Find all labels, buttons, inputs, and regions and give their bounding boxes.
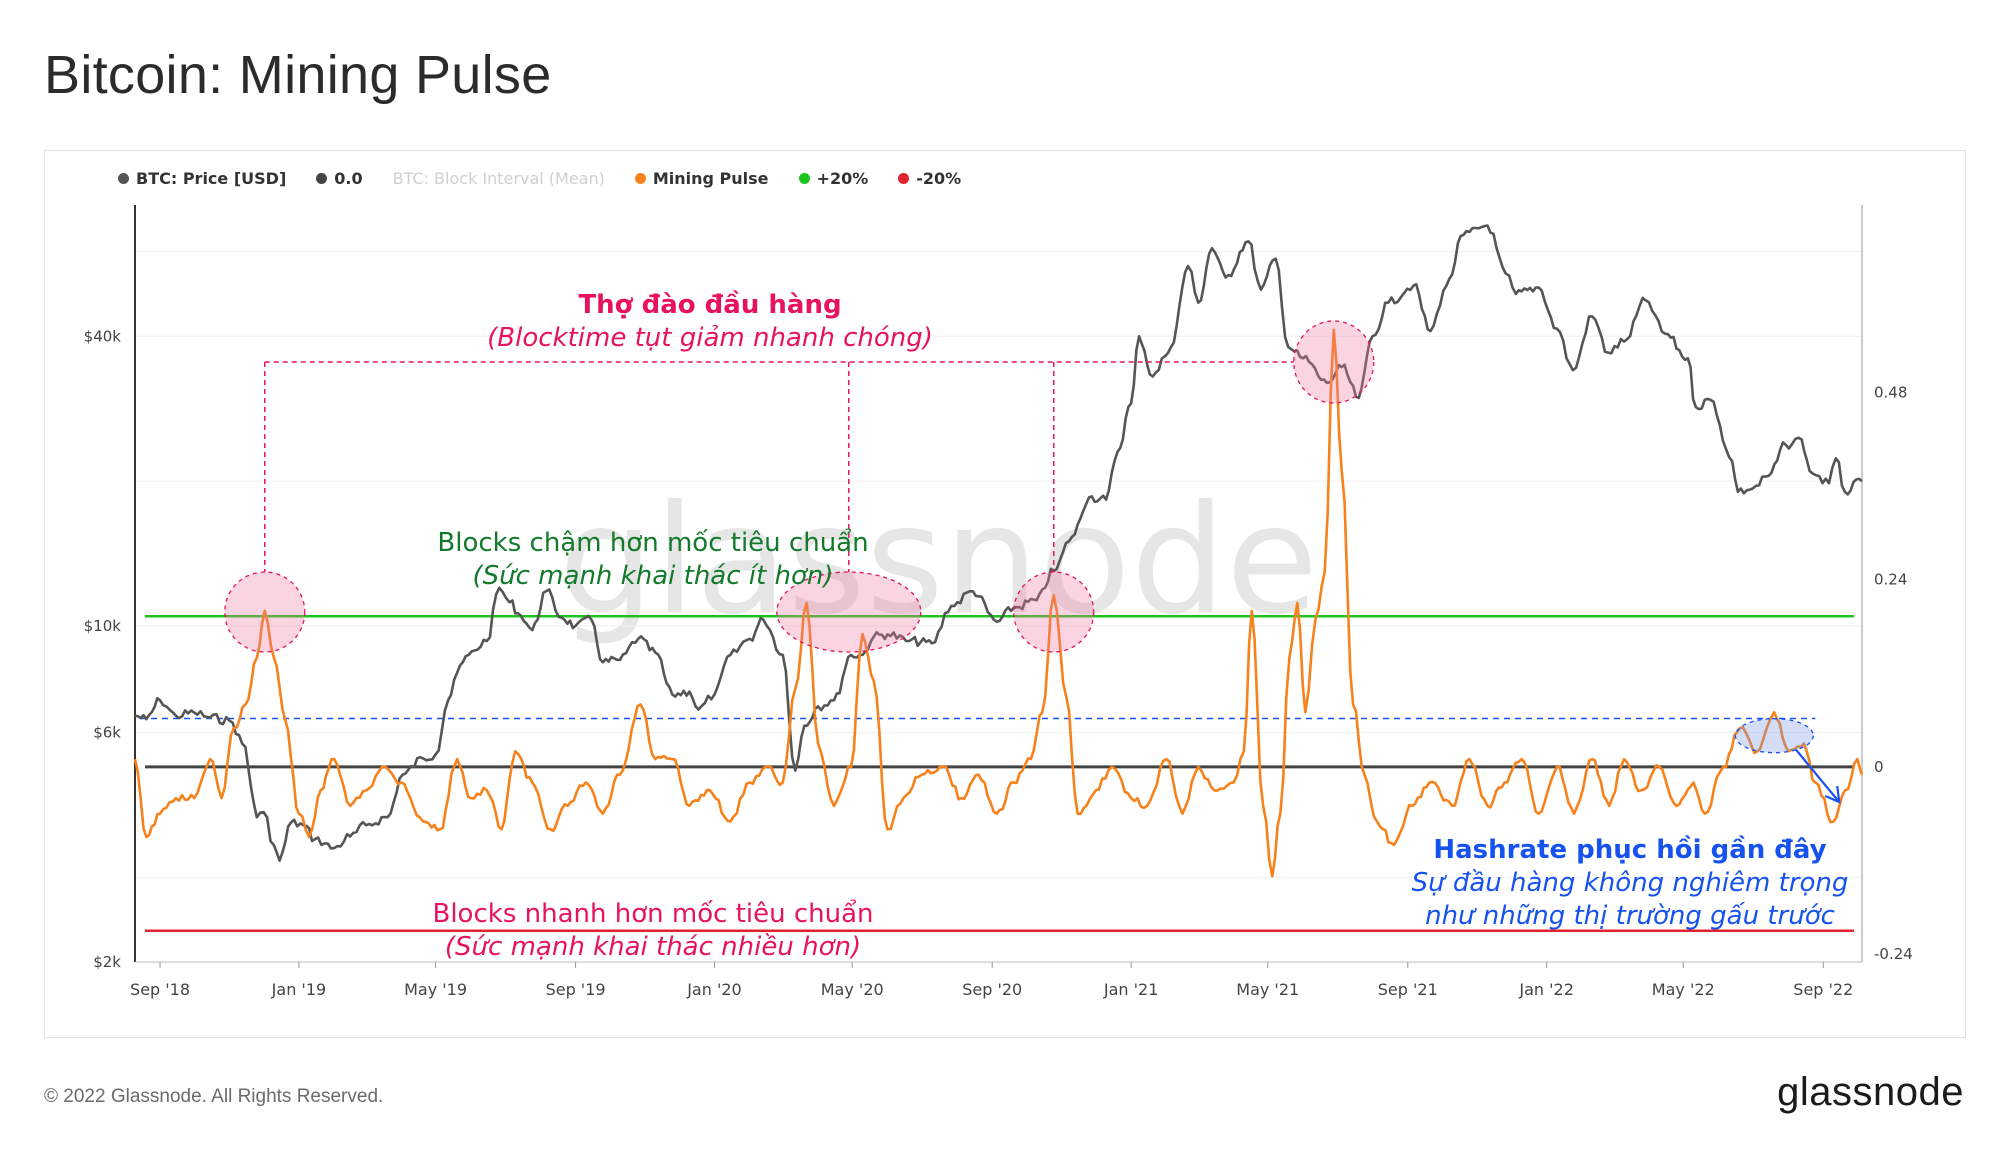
capitulation-circle-3 <box>1013 571 1095 653</box>
legend-label-zero: 0.0 <box>334 168 363 188</box>
capitulation-circle-2 <box>776 571 922 653</box>
legend-item-price[interactable]: BTC: Price [USD] <box>118 169 286 188</box>
annotation-fast-subtitle: (Sức mạnh khai thác nhiều hơn) <box>445 932 861 962</box>
annotation-recovery-subtitle-2: như những thị trường gấu trước <box>1425 901 1835 931</box>
legend-item-plus20[interactable]: +20% <box>798 168 869 188</box>
x-tick-label: Sep '19 <box>546 980 606 999</box>
annotation-recovery-subtitle-1: Sự đầu hàng không nghiêm trọng <box>1412 868 1849 898</box>
legend-label-plus20: +20% <box>816 168 869 188</box>
x-tick-label: May '22 <box>1652 980 1715 999</box>
annotation-capitulation-title: Thợ đào đầu hàng <box>578 289 841 320</box>
legend-dot-mining-pulse <box>634 172 646 184</box>
watermark: glassnode <box>559 474 1318 648</box>
annotation-capitulation-subtitle: (Blocktime tụt giảm nhanh chóng) <box>487 323 933 353</box>
legend-item-block-interval[interactable]: BTC: Block Interval (Mean) <box>393 169 605 188</box>
y-left-tick-label: $6k <box>93 724 121 742</box>
x-tick-label: Sep '22 <box>1793 980 1853 999</box>
page-title: Bitcoin: Mining Pulse <box>44 45 552 105</box>
legend-label-minus20: -20% <box>916 168 962 188</box>
x-tick-label: May '21 <box>1236 980 1299 999</box>
x-tick-label: Jan '22 <box>1518 980 1574 999</box>
y-left-tick-label: $40k <box>84 327 122 345</box>
legend-item-minus20[interactable]: -20% <box>898 169 961 188</box>
y-right-tick-label: 0 <box>1874 758 1884 776</box>
recovery-ellipse <box>1734 718 1814 754</box>
x-tick-label: May '20 <box>821 980 884 999</box>
x-tick-label: Sep '20 <box>962 980 1022 999</box>
footer-copyright: © 2022 Glassnode. All Rights Reserved. <box>44 1086 384 1107</box>
series-price-line <box>134 224 1863 862</box>
y-right-tick-label: 0.48 <box>1874 383 1907 401</box>
y-right-tick-label: -0.24 <box>1874 945 1913 963</box>
annotation-slow-title: Blocks chậm hơn mốc tiêu chuẩn <box>437 527 868 558</box>
legend-dot-price <box>118 172 129 184</box>
legend-dot-minus20 <box>898 172 910 184</box>
legend-label-block-interval: BTC: Block Interval (Mean) <box>392 168 605 188</box>
legend-dot-zero <box>316 172 328 184</box>
recovery-arrow-line <box>1795 749 1841 803</box>
capitulation-circle-1 <box>224 571 306 653</box>
y-left-tick-label: $2k <box>93 953 121 971</box>
legend-label-price: BTC: Price [USD] <box>136 168 287 188</box>
brand-logo[interactable]: glassnode <box>1777 1070 1964 1114</box>
recovery-arrow-head <box>1824 785 1841 804</box>
x-tick-label: Jan '20 <box>686 980 742 999</box>
x-tick-label: Sep '18 <box>130 980 190 999</box>
legend-item-mining-pulse[interactable]: Mining Pulse <box>634 168 769 188</box>
annotation-recovery-title: Hashrate phục hồi gần đây <box>1433 834 1826 865</box>
annotation-fast-title: Blocks nhanh hơn mốc tiêu chuẩn <box>433 898 874 929</box>
x-tick-label: May '19 <box>404 980 467 999</box>
annotation-slow-subtitle: (Sức mạnh khai thác ít hơn) <box>473 561 834 591</box>
chart-legend: BTC: Price [USD] 0.0 BTC: Block Interval… <box>118 166 961 190</box>
chart-frame <box>44 150 1966 1038</box>
x-tick-label: Sep '21 <box>1378 980 1438 999</box>
series-mining-pulse-line <box>133 328 1864 878</box>
legend-item-zero[interactable]: 0.0 <box>316 168 363 188</box>
y-right-tick-label: 0.24 <box>1874 571 1907 589</box>
legend-dot-plus20 <box>798 172 810 184</box>
x-tick-label: Jan '21 <box>1103 980 1159 999</box>
x-tick-label: Jan '19 <box>271 980 327 999</box>
legend-label-mining-pulse: Mining Pulse <box>652 168 769 188</box>
y-left-tick-label: $10k <box>84 617 122 635</box>
capitulation-circle-4 <box>1293 320 1375 404</box>
